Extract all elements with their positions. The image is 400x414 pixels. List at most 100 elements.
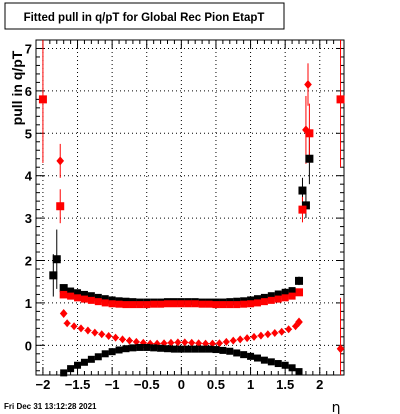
- data-point-square: [226, 347, 234, 355]
- data-point-square: [260, 298, 268, 306]
- data-point-diamond: [250, 332, 258, 341]
- data-point-diamond: [195, 339, 203, 348]
- title-frame: [4, 2, 285, 30]
- markers: [38, 80, 345, 377]
- data-point-square: [60, 369, 68, 377]
- data-point-diamond: [70, 322, 78, 331]
- x-tick-label: 2: [316, 377, 323, 392]
- data-point-square: [74, 289, 82, 297]
- data-point-square: [94, 353, 102, 361]
- data-point-diamond: [302, 125, 310, 135]
- data-point-diamond: [336, 344, 345, 354]
- data-point-square: [115, 300, 123, 308]
- data-point-square: [115, 346, 123, 354]
- data-point-square: [122, 345, 130, 353]
- data-point-square: [274, 290, 282, 298]
- data-point-square: [108, 348, 116, 356]
- data-point-square: [67, 287, 75, 295]
- data-point-square: [301, 201, 310, 210]
- data-point-square: [288, 292, 296, 300]
- data-point-square: [274, 360, 282, 368]
- data-point-square: [240, 351, 248, 359]
- data-point-diamond: [84, 326, 92, 335]
- data-point-square: [253, 299, 261, 307]
- data-point-square: [247, 352, 255, 360]
- grid: [36, 40, 344, 375]
- data-point-square: [164, 345, 172, 353]
- data-point-square: [108, 296, 116, 304]
- data-point-square: [281, 361, 289, 369]
- data-point-square: [298, 205, 307, 214]
- data-point-square: [157, 300, 165, 308]
- data-point-square: [219, 346, 227, 354]
- data-point-square: [247, 296, 255, 304]
- data-point-square: [295, 276, 304, 285]
- data-point-square: [38, 95, 47, 104]
- data-point-square: [136, 343, 144, 351]
- plot-frame: [35, 39, 345, 376]
- data-point-square: [150, 344, 158, 352]
- data-point-square: [150, 300, 158, 308]
- data-point-square: [298, 186, 307, 195]
- data-point-square: [177, 300, 185, 308]
- x-tick-label: 1.5: [276, 377, 294, 392]
- data-point-square: [198, 345, 206, 353]
- data-point-square: [87, 292, 95, 300]
- data-point-diamond: [257, 331, 265, 340]
- data-point-square: [94, 298, 102, 306]
- x-tick-label: 1: [247, 377, 254, 392]
- data-point-diamond: [236, 335, 244, 344]
- data-point-square: [122, 301, 130, 309]
- data-point-square: [170, 300, 178, 308]
- data-point-square: [219, 301, 227, 309]
- y-tick-label: 6: [25, 84, 32, 99]
- data-point-square: [253, 295, 261, 303]
- y-tick-label: 0: [25, 338, 32, 353]
- data-point-square: [87, 355, 95, 363]
- data-point-square: [56, 202, 65, 211]
- tick-labels: −2 −1.5 −1 −0.5 0 0.5 1 1.5 2 0 1 2 3 4 5 6 7: [25, 41, 324, 392]
- data-point-diamond: [188, 338, 196, 347]
- x-tick-label: −1: [105, 377, 120, 392]
- y-tick-label: 2: [25, 254, 32, 269]
- data-point-square: [240, 300, 248, 308]
- data-point-square: [74, 361, 82, 369]
- data-point-square: [164, 300, 172, 308]
- chart-title: Fitted pull in q/pT for Global Rec Pion …: [24, 12, 265, 24]
- data-point-square: [260, 293, 268, 301]
- data-point-square: [143, 343, 151, 351]
- data-point-square: [74, 294, 82, 302]
- data-point-diamond: [292, 322, 299, 331]
- data-point-square: [191, 300, 199, 308]
- data-point-square: [80, 295, 88, 303]
- data-point-square: [260, 356, 268, 364]
- timestamp: Fri Dec 31 13:12:28 2021: [4, 402, 97, 411]
- data-point-square: [60, 290, 68, 298]
- data-point-diamond: [56, 156, 65, 166]
- data-point-square: [80, 290, 88, 298]
- data-point-square: [184, 300, 192, 308]
- data-point-square: [305, 129, 314, 138]
- data-point-square: [233, 301, 241, 309]
- data-point-square: [281, 294, 289, 302]
- data-point-square: [267, 358, 275, 366]
- data-point-square: [101, 295, 109, 303]
- data-point-diamond: [181, 338, 189, 347]
- data-point-diamond: [77, 324, 85, 333]
- y-tick-label: 7: [25, 41, 32, 56]
- data-point-square: [288, 287, 296, 295]
- data-point-square: [143, 301, 151, 309]
- data-point-diamond: [105, 331, 113, 340]
- x-tick-label: −2: [36, 377, 51, 392]
- data-point-square: [101, 299, 109, 307]
- data-point-diamond: [132, 337, 140, 346]
- data-point-diamond: [229, 336, 237, 345]
- data-point-square: [267, 292, 275, 300]
- data-point-diamond: [126, 336, 133, 345]
- data-point-square: [274, 295, 282, 303]
- data-point-diamond: [59, 309, 68, 319]
- data-point-square: [295, 368, 303, 376]
- data-point-square: [288, 364, 296, 372]
- data-point-diamond: [304, 80, 312, 90]
